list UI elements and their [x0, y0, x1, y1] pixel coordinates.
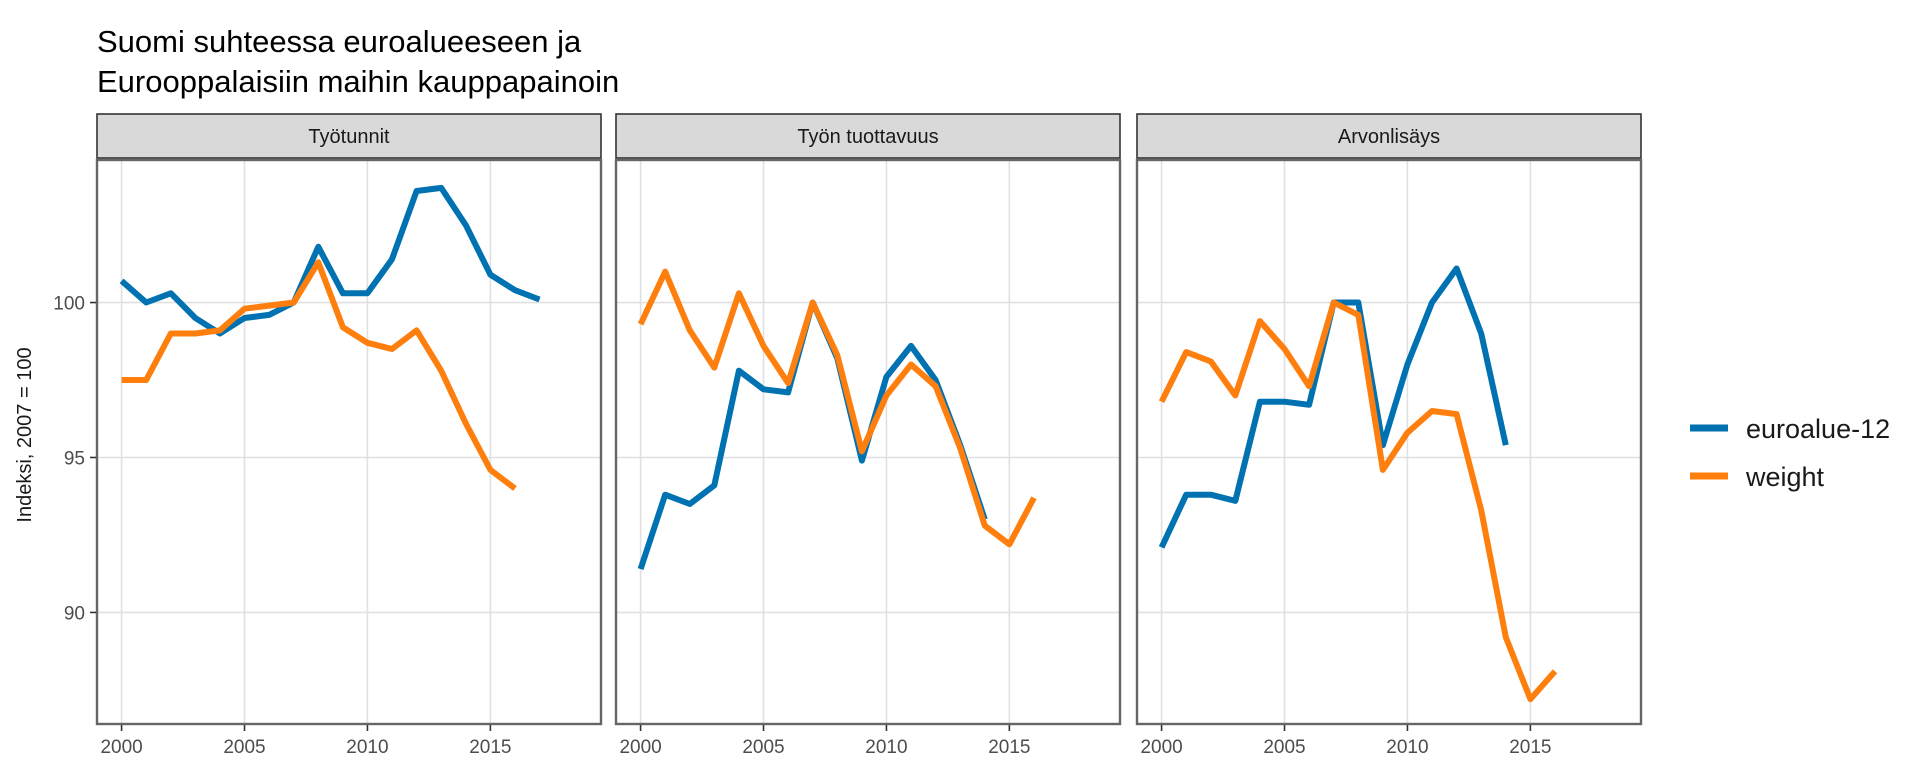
y-tick-label: 100 [53, 294, 85, 315]
x-tick-label: 2000 [100, 737, 142, 758]
panel-strip [1136, 113, 1642, 159]
legend-label: weight [1745, 462, 1825, 492]
panel-title: Työn tuottavuus [797, 126, 938, 148]
x-tick-label: 2005 [1263, 737, 1305, 758]
x-tick-label: 2015 [988, 737, 1030, 758]
panel-2: Työn tuottavuus 2000 2005 2010 2015 [614, 113, 1122, 758]
legend: euroalue-12 weight [1690, 414, 1890, 492]
x-tick-label: 2005 [223, 737, 265, 758]
panel-1: Työtunnit 2000 2005 2010 2015 90 95 100 [53, 113, 603, 758]
chart-title-line-1: Suomi suhteessa euroalueeseen ja [97, 24, 582, 59]
x-tick-label: 2015 [469, 737, 511, 758]
series-line-euroalue-12 [119, 184, 541, 337]
x-tick-label: 2000 [619, 737, 661, 758]
chart-title-line-2: Eurooppalaisiin maihin kauppapainoin [97, 64, 619, 99]
legend-item: weight [1690, 462, 1825, 492]
legend-label: euroalue-12 [1746, 414, 1890, 444]
x-tick-label: 2010 [1386, 737, 1428, 758]
series-line-euroalue-12 [637, 299, 988, 571]
series-line-weight [121, 259, 517, 491]
panel-border [1135, 158, 1643, 726]
x-tick-label: 2005 [742, 737, 784, 758]
panel-border [614, 158, 1122, 726]
x-tick-label: 2010 [346, 737, 388, 758]
panel-border [95, 158, 603, 726]
x-tick-label: 2000 [1140, 737, 1182, 758]
facet-panels: Työtunnit 2000 2005 2010 2015 90 95 100 Työn tuo… [53, 113, 1643, 758]
panel-3: Arvonlisäys 2000 2005 2010 2015 [1135, 113, 1643, 758]
y-tick-label: 90 [64, 603, 85, 624]
panel-strip [615, 113, 1121, 159]
panel-title: Arvonlisäys [1338, 126, 1440, 148]
y-axis-label: Indeksi, 2007 = 100 [14, 347, 36, 522]
series-line-weight [637, 268, 1037, 548]
legend-item: euroalue-12 [1690, 414, 1890, 444]
x-tick-label: 2010 [865, 737, 907, 758]
series-line-weight [1158, 299, 1558, 703]
panel-title: Työtunnit [308, 126, 390, 148]
panel-strip [96, 113, 602, 159]
y-tick-label: 95 [64, 448, 85, 469]
x-tick-label: 2015 [1509, 737, 1551, 758]
